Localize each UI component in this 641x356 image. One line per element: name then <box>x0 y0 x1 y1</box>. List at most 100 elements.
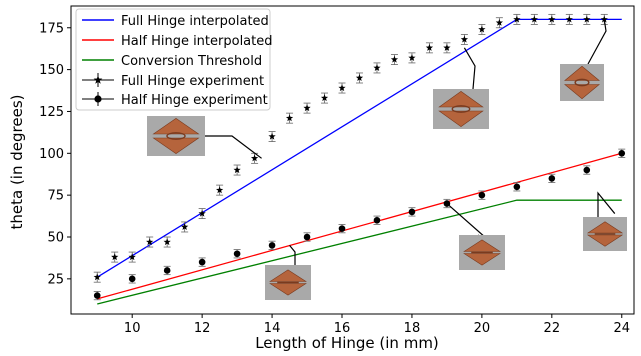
star-marker <box>478 25 486 33</box>
star-marker <box>460 35 469 43</box>
circle-marker <box>198 258 206 266</box>
hinge-triangle-bottom <box>269 283 307 296</box>
legend-label-half-hinge-experiment: Half Hinge experiment <box>121 93 268 108</box>
hinge-triangle-top <box>152 118 200 135</box>
leader-line <box>597 191 616 217</box>
circle-marker <box>128 275 136 283</box>
plot-layer <box>93 13 626 305</box>
data-point-half-hinge-experiment <box>513 182 521 192</box>
star-marker <box>513 15 521 23</box>
data-point-half-hinge-experiment <box>548 173 556 183</box>
circle-marker <box>583 166 591 174</box>
hinge-triangle-bottom <box>438 110 484 127</box>
star-marker <box>268 132 276 140</box>
star-marker <box>128 253 136 261</box>
data-point-full-hinge-experiment <box>548 13 556 25</box>
hinge-triangle-top <box>463 239 501 252</box>
circle-marker <box>233 250 241 258</box>
y-tick-label: 175 <box>39 21 64 36</box>
data-point-full-hinge-experiment <box>390 54 399 65</box>
data-point-half-hinge-experiment <box>373 215 381 225</box>
circle-marker <box>268 242 276 249</box>
star-marker <box>443 44 451 51</box>
circle-marker <box>618 150 626 157</box>
data-point-full-hinge-experiment <box>128 251 136 263</box>
circle-marker <box>338 225 346 232</box>
photo-full-hinge-19.5mm <box>433 47 489 129</box>
circle-marker <box>408 208 416 216</box>
plot-frame <box>70 5 635 315</box>
data-point-full-hinge-experiment <box>408 52 416 64</box>
data-point-half-hinge-experiment <box>478 190 486 200</box>
data-point-full-hinge-experiment <box>93 271 101 283</box>
star-marker <box>303 104 311 112</box>
star-marker <box>216 186 224 194</box>
leader-line <box>463 47 476 90</box>
star-marker <box>111 253 119 261</box>
star-marker <box>408 54 416 61</box>
legend-label-full-hinge-experiment: Full Hinge experiment <box>121 74 264 89</box>
data-point-full-hinge-experiment <box>425 42 434 54</box>
star-marker <box>93 273 101 281</box>
series-line-half-hinge-interpolated <box>97 152 622 300</box>
photo-half-hinge-14.5mm <box>265 244 311 300</box>
photo-half-hinge-23.8mm <box>583 191 627 251</box>
leader-line <box>289 244 296 265</box>
x-tick-label: 12 <box>194 321 211 336</box>
hinge-loop <box>166 132 186 140</box>
star-marker <box>250 154 259 162</box>
y-tick-label: 150 <box>39 63 64 78</box>
legend-box <box>75 8 271 111</box>
data-point-full-hinge-experiment <box>268 131 276 142</box>
leader-line <box>587 19 607 65</box>
leader-line <box>205 135 262 159</box>
legend-marker-full-hinge-experiment <box>82 73 114 87</box>
y-tick-label: 100 <box>39 147 64 162</box>
hinge-triangle-bottom <box>152 137 200 154</box>
star-marker <box>548 15 556 23</box>
data-point-full-hinge-experiment <box>338 82 346 94</box>
data-point-full-hinge-experiment <box>355 72 364 84</box>
legend-label-full-hinge-interpolated: Full Hinge interpolated <box>121 14 269 29</box>
data-point-half-hinge-experiment <box>408 207 416 217</box>
hinge-loop <box>574 78 590 87</box>
data-point-half-hinge-experiment <box>618 148 626 158</box>
star-marker <box>600 15 608 23</box>
legend-label-conversion-threshold: Conversion Threshold <box>121 54 262 69</box>
data-point-half-hinge-experiment <box>583 165 591 175</box>
data-point-full-hinge-experiment <box>285 112 294 124</box>
data-point-full-hinge-experiment <box>111 251 119 263</box>
star-marker <box>495 18 503 26</box>
star-marker <box>390 55 399 63</box>
star-marker <box>320 94 329 102</box>
star-marker <box>146 238 154 246</box>
hinge-triangle-top <box>564 65 600 81</box>
data-point-full-hinge-experiment <box>233 164 241 176</box>
star-marker <box>583 15 591 23</box>
data-point-full-hinge-experiment <box>163 236 171 248</box>
star-marker <box>373 64 381 72</box>
x-tick-label: 20 <box>474 321 491 336</box>
data-point-full-hinge-experiment <box>146 236 154 248</box>
circle-marker <box>548 175 556 182</box>
star-marker <box>565 15 573 23</box>
x-tick-label: 10 <box>124 321 141 336</box>
data-point-full-hinge-experiment <box>181 221 189 233</box>
y-tick-label: 75 <box>47 189 64 204</box>
data-point-full-hinge-experiment <box>320 92 329 104</box>
y-tick-label: 50 <box>47 231 64 246</box>
star-marker <box>530 15 538 23</box>
legend-label-half-hinge-interpolated: Half Hinge interpolated <box>121 34 273 49</box>
data-point-full-hinge-experiment <box>530 13 538 25</box>
ticks-layer: 10 12 14 16 18 20 22 24 25 50 75 100 125 150 175 <box>39 21 630 336</box>
data-point-half-hinge-experiment <box>128 274 136 284</box>
hinge-triangle-top <box>269 269 307 282</box>
data-point-full-hinge-experiment <box>373 62 381 74</box>
photo-half-hinge-19mm <box>446 203 505 270</box>
y-tick-label: 125 <box>39 105 64 120</box>
data-point-full-hinge-experiment <box>216 184 224 196</box>
data-point-full-hinge-experiment <box>303 102 311 114</box>
data-point-full-hinge-experiment <box>583 13 591 25</box>
hinge-triangle-bottom <box>586 234 624 247</box>
